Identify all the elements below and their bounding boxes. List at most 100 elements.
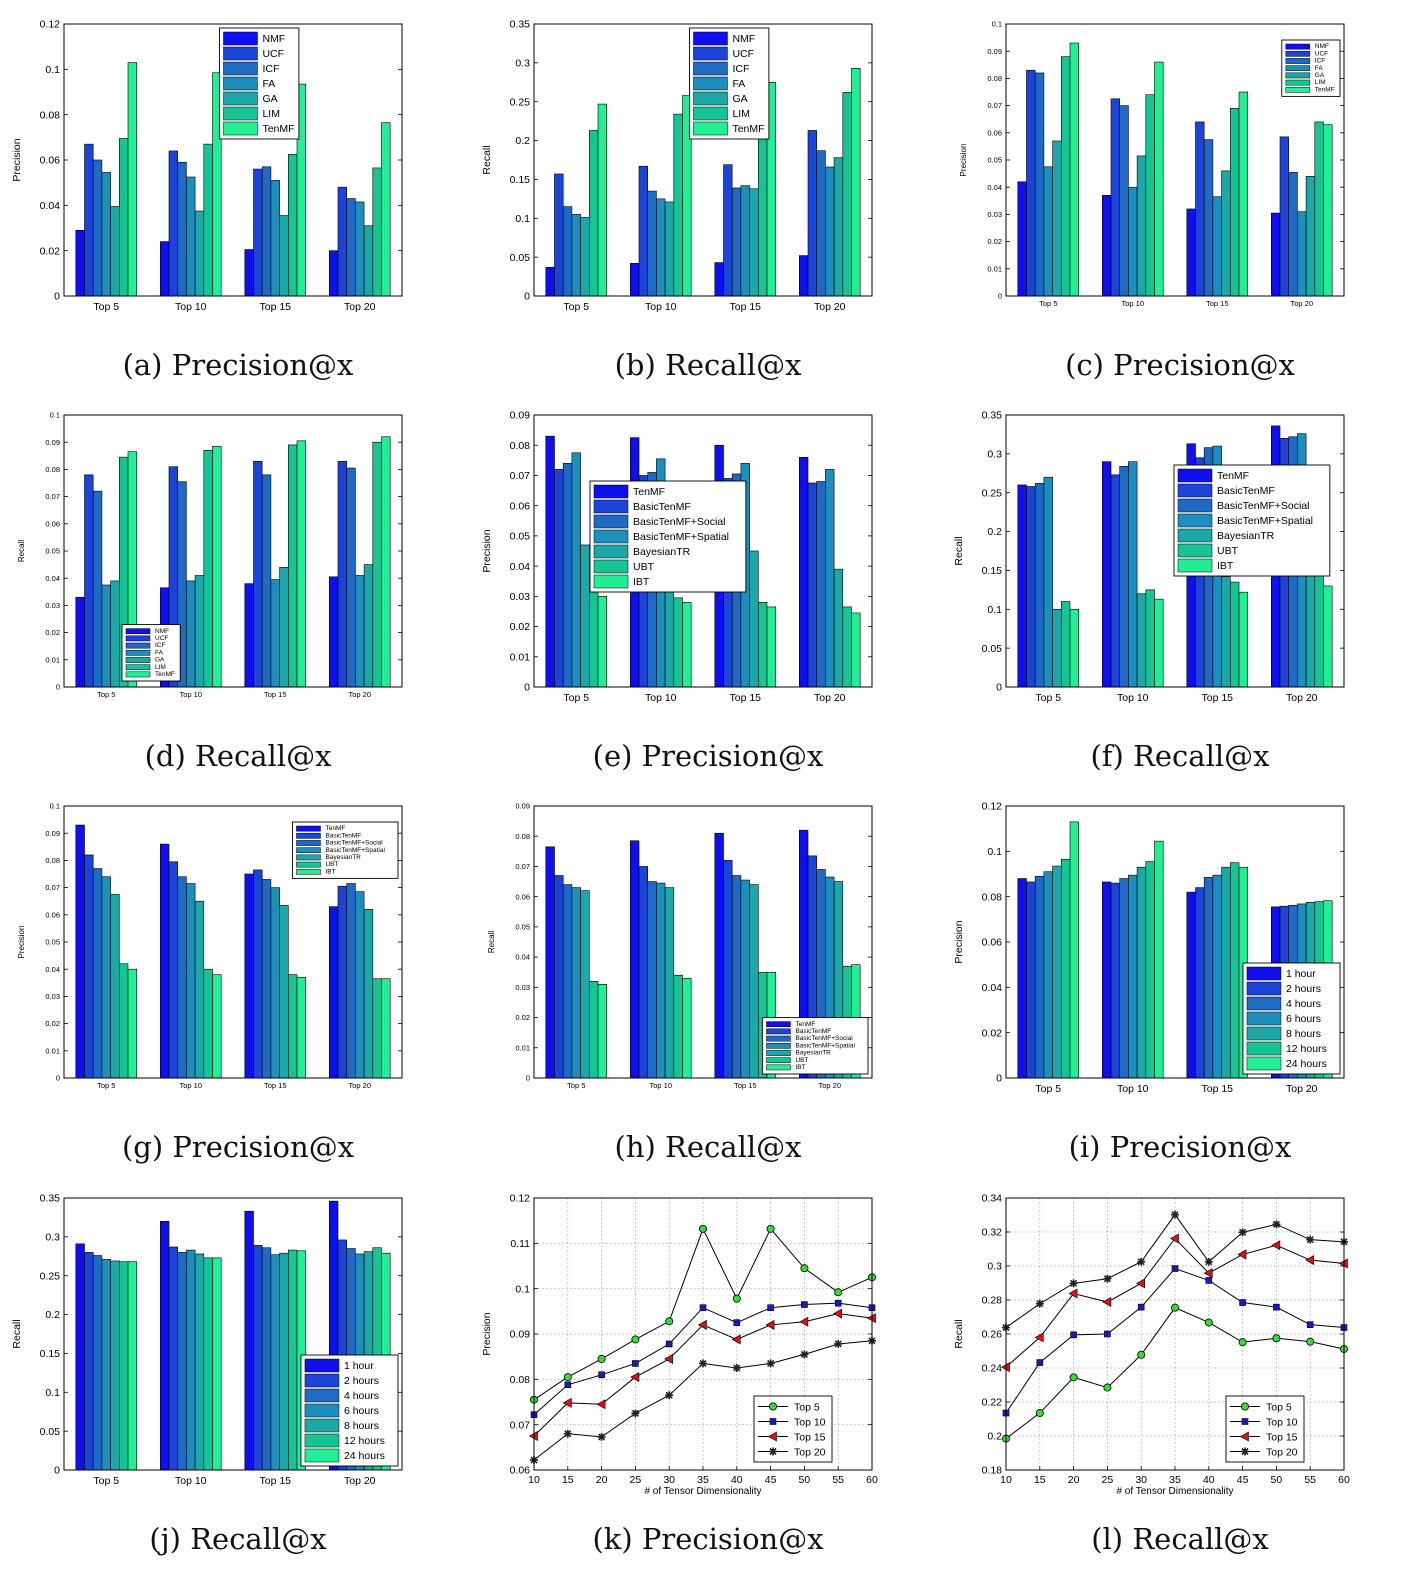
bar bbox=[337, 885, 347, 1079]
chart-panel-i: 0 0.02 0.04 0.06 0.08 0.1 0.12 Precision Top 5 To… bbox=[944, 790, 1416, 1180]
series-top-5 bbox=[530, 1224, 876, 1404]
bar bbox=[110, 894, 120, 1079]
bar bbox=[244, 249, 254, 297]
legend-label: BasicTenMF+Spatial bbox=[633, 531, 729, 543]
x-tick-label: Top 5 bbox=[567, 1081, 585, 1090]
legend-label: UCF bbox=[155, 635, 168, 642]
bar bbox=[1145, 589, 1155, 688]
chart-panel-j: 0 0.05 0.1 0.15 0.2 0.25 0.3 0.35 Recall Top 5 Top… bbox=[2, 1182, 474, 1572]
y-tick-label: 0.08 bbox=[515, 832, 530, 841]
y-tick-label: 0.09 bbox=[987, 47, 1002, 56]
chart-h: 0 0.01 0.02 0.03 0.04 0.05 0.06 0.07 0.08 0.09 Rec… bbox=[487, 802, 873, 1090]
bar bbox=[84, 474, 94, 688]
y-tick-label: 0.3 bbox=[987, 1261, 1002, 1273]
x-tick-label: 40 bbox=[1203, 1474, 1215, 1486]
x-tick-label: Top 10 bbox=[645, 692, 677, 704]
y-tick-label: 0.08 bbox=[510, 1374, 531, 1386]
bar bbox=[194, 575, 205, 688]
data-point bbox=[564, 1381, 572, 1389]
chart-j: 0 0.05 0.1 0.15 0.2 0.25 0.3 0.35 Recall Top 5 Top… bbox=[11, 1193, 403, 1487]
legend-label: TenMF bbox=[155, 671, 175, 678]
legend-swatch bbox=[766, 1057, 791, 1064]
legend-swatch bbox=[304, 1403, 340, 1418]
bar bbox=[279, 904, 289, 1079]
bar bbox=[1026, 881, 1036, 1079]
bar bbox=[1069, 608, 1079, 688]
x-tick-label: Top 20 bbox=[348, 690, 371, 699]
data-point bbox=[665, 1317, 674, 1326]
bar bbox=[355, 891, 365, 1079]
x-tick-label: Top 15 bbox=[729, 692, 761, 704]
legend-swatch bbox=[693, 106, 728, 121]
legend-label: UCF bbox=[262, 48, 284, 60]
legend-label: BasicTenMF+Spatial bbox=[795, 1042, 855, 1049]
bar bbox=[673, 113, 683, 297]
data-point bbox=[732, 1364, 741, 1372]
bar bbox=[1195, 887, 1205, 1079]
bar bbox=[127, 1261, 137, 1471]
bar bbox=[1102, 195, 1112, 297]
y-tick-label: 0.09 bbox=[510, 410, 531, 422]
y-tick-label: 0.09 bbox=[45, 438, 60, 447]
bar bbox=[363, 909, 374, 1079]
legend-swatch bbox=[304, 1448, 340, 1463]
axes-frame bbox=[533, 414, 873, 688]
y-tick-label: 0.01 bbox=[515, 1043, 530, 1052]
legend: NMF UCF ICF FA GA LIM TenMF bbox=[219, 27, 300, 140]
legend-swatch bbox=[125, 635, 151, 642]
bar bbox=[1314, 121, 1324, 297]
data-point bbox=[563, 1373, 572, 1382]
bar bbox=[84, 854, 94, 1079]
data-point bbox=[698, 1224, 707, 1233]
data-point bbox=[1238, 1338, 1247, 1347]
legend-swatch bbox=[125, 642, 151, 649]
bar bbox=[1229, 108, 1240, 297]
x-tick-label: Top 5 bbox=[97, 690, 115, 699]
bar bbox=[355, 201, 365, 297]
chart-panel-d: 0 0.01 0.02 0.03 0.04 0.05 0.06 0.07 0.08 0.09 0.1… bbox=[2, 399, 474, 789]
legend-label: TenMF bbox=[732, 123, 764, 135]
bar bbox=[1136, 866, 1147, 1079]
bar bbox=[1043, 166, 1053, 297]
legend-label: LIM bbox=[262, 108, 280, 120]
bar bbox=[372, 441, 382, 688]
y-tick-label: 0.22 bbox=[982, 1397, 1003, 1409]
x-tick-label: Top 10 bbox=[1121, 299, 1144, 308]
caption-e: (e) Precision@x bbox=[592, 739, 824, 773]
data-point bbox=[731, 1334, 741, 1345]
bar bbox=[589, 980, 599, 1079]
data-point bbox=[1171, 1265, 1179, 1272]
legend-label: BayesianTR bbox=[795, 1050, 831, 1057]
bar bbox=[545, 266, 555, 297]
caption-a: (a) Precision@x bbox=[122, 348, 354, 382]
bar bbox=[1297, 211, 1307, 297]
bar bbox=[355, 575, 365, 688]
y-tick-label: 0.05 bbox=[982, 643, 1003, 655]
bar bbox=[261, 1247, 272, 1471]
chart-panel-l: 0.18 0.2 0.22 0.24 0.26 0.28 0.3 0.32 0.34 Recall… bbox=[944, 1182, 1416, 1572]
chart-e: 0 0.01 0.02 0.03 0.04 0.05 0.06 0.07 0.08 0.09 Pre… bbox=[481, 410, 873, 704]
x-tick-label: Top 10 bbox=[649, 1081, 672, 1090]
y-tick-label: 0 bbox=[526, 1074, 530, 1083]
legend-label: 4 hours bbox=[1286, 998, 1321, 1010]
bar bbox=[545, 435, 555, 688]
chart-b: 0 0.05 0.1 0.15 0.2 0.25 0.3 0.35 Recall Top 5 Top… bbox=[481, 19, 873, 313]
bar bbox=[842, 606, 852, 688]
legend-label: GA bbox=[262, 93, 277, 105]
data-point bbox=[597, 1354, 606, 1363]
y-tick-label: 0 bbox=[998, 292, 1002, 301]
data-point bbox=[1102, 1297, 1112, 1308]
bar bbox=[119, 963, 129, 1079]
x-tick-label: 45 bbox=[765, 1474, 777, 1486]
y-tick-label: 0.05 bbox=[987, 156, 1002, 165]
bar bbox=[92, 868, 103, 1079]
data-point bbox=[699, 1304, 707, 1312]
legend-swatch bbox=[1285, 58, 1311, 64]
legend-label: TenMF bbox=[1315, 86, 1335, 93]
data-point bbox=[596, 1399, 606, 1410]
x-tick-label: 25 bbox=[630, 1474, 642, 1486]
chart-f: 0 0.05 0.1 0.15 0.2 0.25 0.3 0.35 Recall Top 5 Top… bbox=[953, 410, 1345, 704]
x-tick-label: 35 bbox=[1169, 1474, 1181, 1486]
legend-label: 8 hours bbox=[344, 1420, 379, 1432]
caption-g: (g) Precision@x bbox=[121, 1130, 355, 1164]
